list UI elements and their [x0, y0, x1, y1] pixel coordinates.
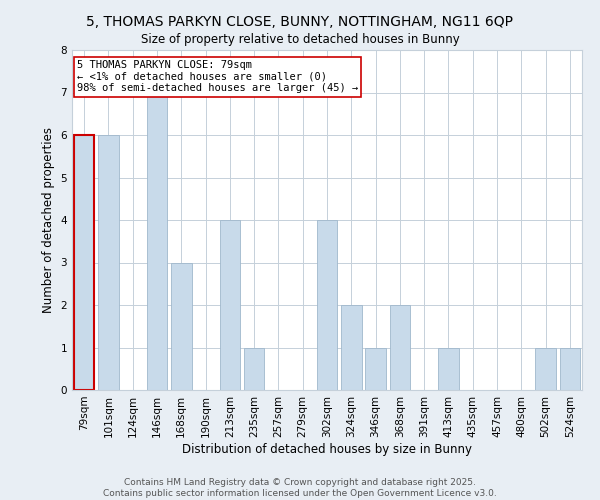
Y-axis label: Number of detached properties: Number of detached properties — [42, 127, 55, 313]
Text: 5, THOMAS PARKYN CLOSE, BUNNY, NOTTINGHAM, NG11 6QP: 5, THOMAS PARKYN CLOSE, BUNNY, NOTTINGHA… — [86, 15, 514, 29]
X-axis label: Distribution of detached houses by size in Bunny: Distribution of detached houses by size … — [182, 442, 472, 456]
Bar — [244, 348, 265, 390]
Bar — [341, 305, 362, 390]
Bar — [74, 135, 94, 390]
Bar — [220, 220, 240, 390]
Bar — [438, 348, 459, 390]
Bar — [365, 348, 386, 390]
Bar — [146, 92, 167, 390]
Bar — [389, 305, 410, 390]
Bar — [171, 262, 191, 390]
Bar — [560, 348, 580, 390]
Bar — [317, 220, 337, 390]
Text: 5 THOMAS PARKYN CLOSE: 79sqm
← <1% of detached houses are smaller (0)
98% of sem: 5 THOMAS PARKYN CLOSE: 79sqm ← <1% of de… — [77, 60, 358, 94]
Text: Contains HM Land Registry data © Crown copyright and database right 2025.
Contai: Contains HM Land Registry data © Crown c… — [103, 478, 497, 498]
Bar — [535, 348, 556, 390]
Text: Size of property relative to detached houses in Bunny: Size of property relative to detached ho… — [140, 32, 460, 46]
Bar — [98, 135, 119, 390]
